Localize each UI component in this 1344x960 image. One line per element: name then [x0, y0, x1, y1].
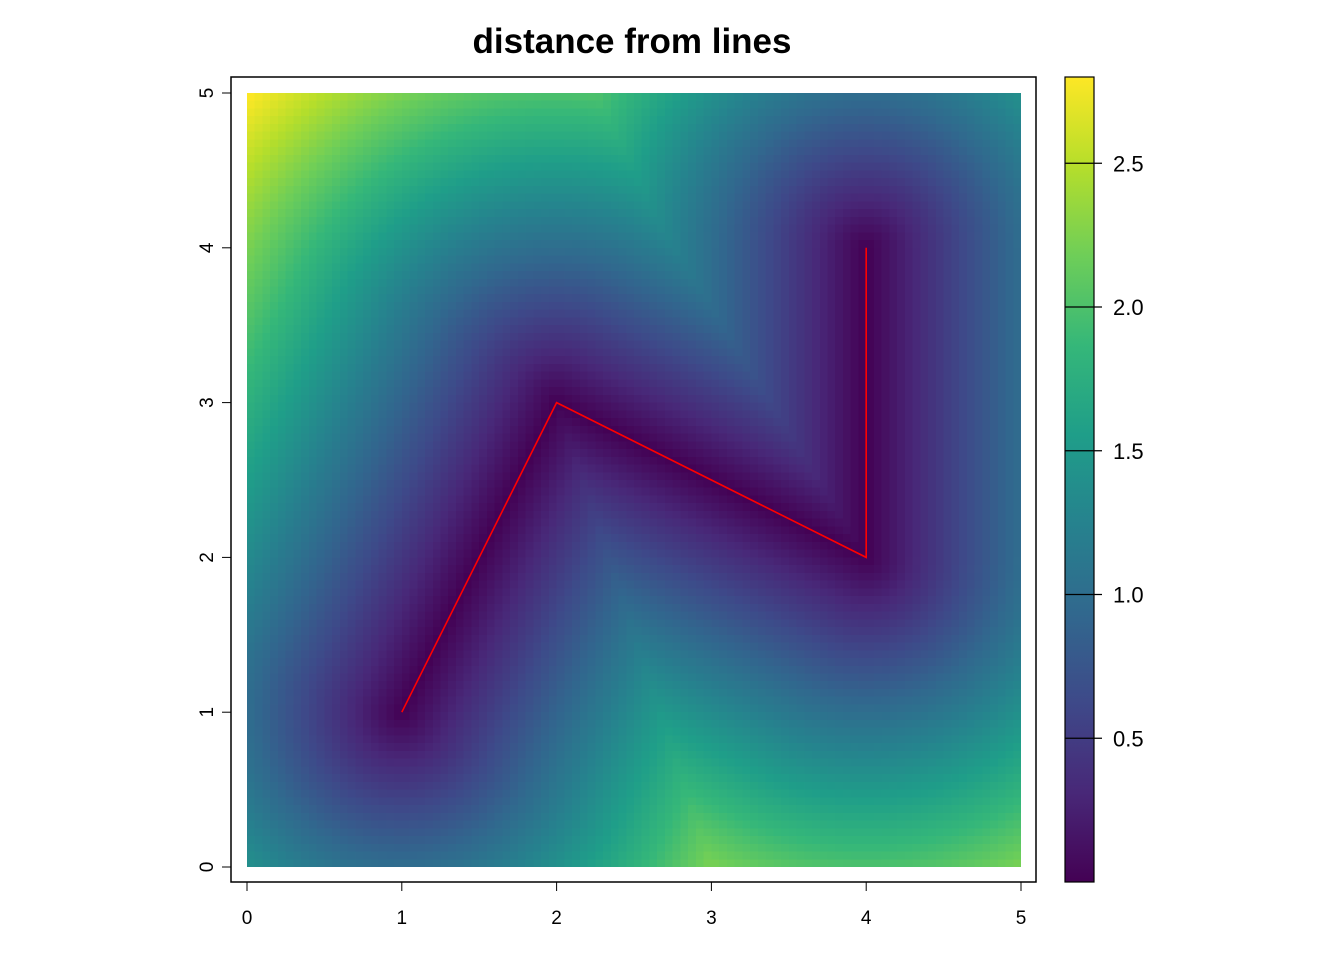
chart-title: distance from lines: [472, 22, 792, 61]
colorbar: [1064, 76, 1095, 883]
x-tick-label: 0: [242, 908, 253, 929]
y-axis: 0 1 2 3 4 5: [197, 88, 232, 873]
colorbar-tick-label: 2.0: [1113, 295, 1144, 320]
x-tick-label: 4: [861, 908, 872, 929]
y-tick-label: 0: [197, 862, 218, 873]
x-tick-label: 5: [1016, 908, 1027, 929]
x-tick-label: 3: [706, 908, 717, 929]
plot-frame: [230, 76, 1037, 883]
y-tick-label: 4: [197, 242, 218, 253]
x-axis: 0 1 2 3 4 5: [242, 881, 1027, 929]
y-tick-label: 2: [197, 552, 218, 563]
distance-raster: [247, 93, 1021, 867]
y-tick-label: 1: [197, 707, 218, 718]
y-tick-label: 3: [197, 397, 218, 408]
y-tick-label: 5: [197, 88, 218, 99]
x-tick-label: 1: [397, 908, 408, 929]
colorbar-tick-label: 0.5: [1113, 726, 1144, 751]
colorbar-tick-label: 1.5: [1113, 439, 1144, 464]
x-tick-label: 2: [551, 908, 562, 929]
colorbar-axis: 0.5 1.0 1.5 2.0 2.5: [1065, 151, 1144, 751]
colorbar-tick-label: 1.0: [1113, 583, 1144, 608]
colorbar-tick-label: 2.5: [1113, 151, 1144, 176]
line-feature: [401, 247, 868, 713]
